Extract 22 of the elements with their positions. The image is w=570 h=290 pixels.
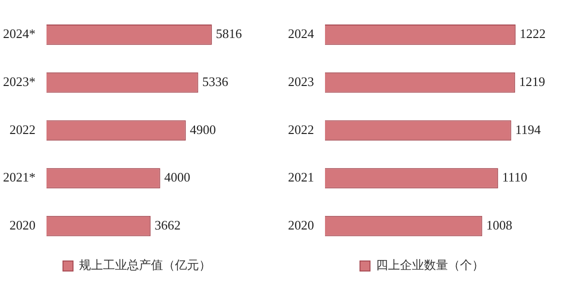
legend-label: 四上企业数量（个） <box>376 258 484 272</box>
y-tick-label: 2021* <box>3 170 36 185</box>
data-label: 1219 <box>519 74 546 89</box>
y-tick-label: 2023 <box>288 74 314 89</box>
y-tick-label: 2021 <box>288 170 314 185</box>
data-label: 3662 <box>154 218 181 232</box>
data-label: 5336 <box>202 74 229 89</box>
data-label: 1110 <box>502 170 528 185</box>
y-tick-label: 2022 <box>10 122 36 137</box>
y-tick-label: 2024 <box>288 26 314 42</box>
data-label: 1008 <box>486 218 512 232</box>
y-tick-label: 2022 <box>288 122 314 137</box>
y-tick-label: 2024* <box>3 26 36 42</box>
legend-label: 规上工业总产值（亿元） <box>79 258 211 272</box>
data-label: 4900 <box>190 122 216 137</box>
y-tick-label: 2020 <box>10 218 36 232</box>
data-label: 4000 <box>164 170 190 185</box>
data-label: 5816 <box>216 26 242 42</box>
data-label: 1222 <box>520 26 546 42</box>
data-label: 1194 <box>515 122 542 137</box>
y-tick-label: 2020 <box>288 218 314 232</box>
y-tick-label: 2023* <box>3 74 36 89</box>
